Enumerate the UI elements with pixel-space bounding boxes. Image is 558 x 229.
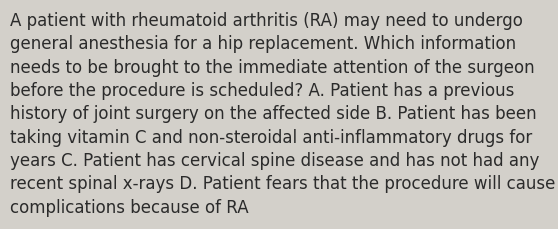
Text: A patient with rheumatoid arthritis (RA) may need to undergo
general anesthesia : A patient with rheumatoid arthritis (RA)… [10,12,555,216]
